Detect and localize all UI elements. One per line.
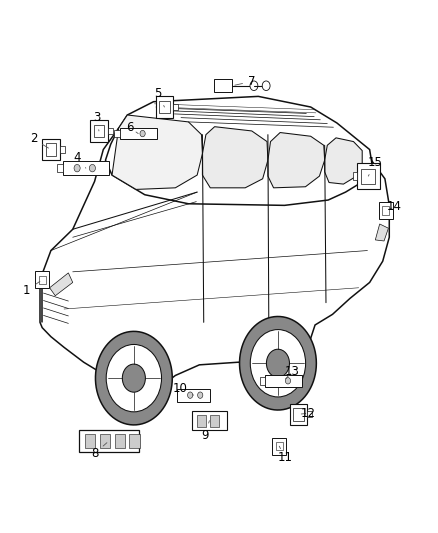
Bar xyxy=(192,411,227,430)
Bar xyxy=(210,415,219,426)
Bar xyxy=(382,206,389,215)
Text: 15: 15 xyxy=(368,156,383,176)
Circle shape xyxy=(250,81,258,91)
Bar xyxy=(35,271,49,288)
Bar xyxy=(79,430,139,451)
Text: 8: 8 xyxy=(91,443,107,460)
Text: 2: 2 xyxy=(30,132,49,148)
Bar xyxy=(60,147,65,153)
Text: 10: 10 xyxy=(172,382,194,395)
Bar xyxy=(42,139,60,160)
Bar xyxy=(290,403,307,425)
Text: 9: 9 xyxy=(201,421,209,441)
Polygon shape xyxy=(202,127,268,188)
Bar xyxy=(108,128,113,134)
Text: 1: 1 xyxy=(23,281,40,297)
Text: 3: 3 xyxy=(93,111,100,131)
Bar xyxy=(120,128,156,140)
Bar xyxy=(90,120,108,142)
Polygon shape xyxy=(325,138,362,184)
Circle shape xyxy=(262,81,270,91)
Bar xyxy=(46,143,56,156)
Bar xyxy=(115,434,125,448)
Bar xyxy=(173,104,178,110)
Bar xyxy=(100,434,110,448)
Bar xyxy=(197,415,206,426)
Text: 12: 12 xyxy=(301,407,316,419)
Circle shape xyxy=(286,377,290,384)
Text: 13: 13 xyxy=(285,365,300,379)
Circle shape xyxy=(122,364,145,392)
Circle shape xyxy=(250,329,306,397)
Bar xyxy=(276,442,283,450)
Circle shape xyxy=(89,165,95,172)
Bar xyxy=(130,434,140,448)
Text: 6: 6 xyxy=(126,120,138,134)
Polygon shape xyxy=(375,224,389,241)
Text: 5: 5 xyxy=(154,87,164,107)
Polygon shape xyxy=(268,133,325,188)
Bar xyxy=(265,375,302,386)
Polygon shape xyxy=(95,332,172,425)
Polygon shape xyxy=(40,102,389,397)
Circle shape xyxy=(74,165,80,172)
Bar xyxy=(57,164,63,172)
Bar xyxy=(94,125,104,138)
Bar xyxy=(272,438,286,455)
Circle shape xyxy=(106,344,162,412)
Bar xyxy=(177,389,210,401)
Bar xyxy=(159,101,170,114)
Bar xyxy=(357,164,380,189)
Polygon shape xyxy=(106,96,372,205)
Bar xyxy=(293,408,304,421)
Bar xyxy=(260,377,265,384)
Polygon shape xyxy=(112,115,202,189)
Circle shape xyxy=(266,349,290,377)
Bar xyxy=(63,161,109,175)
Circle shape xyxy=(187,392,193,398)
Bar xyxy=(114,130,120,138)
Text: 14: 14 xyxy=(387,200,402,213)
Bar xyxy=(39,276,46,284)
Bar xyxy=(155,96,173,118)
Circle shape xyxy=(198,392,203,398)
Text: 7: 7 xyxy=(235,75,255,88)
Bar xyxy=(353,172,357,180)
Bar xyxy=(307,411,312,417)
Text: 4: 4 xyxy=(73,151,86,168)
Bar xyxy=(214,79,232,92)
Bar xyxy=(85,434,95,448)
Polygon shape xyxy=(49,273,73,296)
Bar xyxy=(379,202,393,219)
Text: 11: 11 xyxy=(278,446,293,464)
Circle shape xyxy=(140,131,145,137)
Polygon shape xyxy=(240,317,316,410)
Bar xyxy=(361,168,375,183)
